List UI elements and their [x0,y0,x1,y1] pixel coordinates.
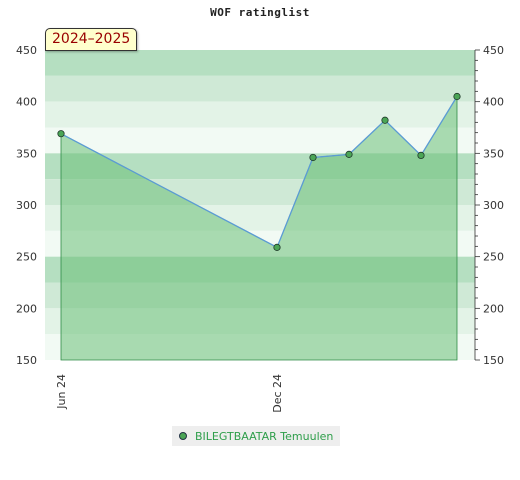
y-tick-label-right: 400 [483,96,504,109]
y-tick-label-right: 350 [483,147,504,160]
grid-band [45,50,475,76]
y-tick-label-left: 350 [16,147,37,160]
y-tick-label-right: 250 [483,251,504,264]
data-point [453,92,461,101]
legend-marker-icon [179,432,187,440]
legend-label: BILEGTBAATAR Temuulen [195,429,334,443]
y-tick-label-left: 400 [16,96,37,109]
data-point [57,130,65,138]
data-point [381,116,389,124]
data-point [309,153,317,162]
season-badge: 2024–2025 [45,28,138,51]
grid-band [45,101,475,128]
y-tick-label-left: 200 [16,302,37,315]
data-point [345,150,353,158]
y-tick-label-left: 300 [16,199,37,212]
data-point [417,151,425,159]
y-tick-label-right: 450 [483,44,504,57]
y-tick-label-right: 300 [483,199,504,212]
chart-title: WOF ratinglist [210,6,310,19]
y-tick-label-left: 450 [16,44,37,57]
y-tick-label-left: 250 [16,251,37,264]
legend[interactable]: BILEGTBAATAR Temuulen [172,426,341,446]
x-tick-label: Dec 24 [271,374,284,413]
data-point [273,243,281,251]
y-tick-label-right: 150 [483,354,504,367]
y-tick-label-left: 150 [16,354,37,367]
x-tick-label: Jun 24 [55,374,68,410]
grid-band [45,75,475,102]
y-tick-label-right: 200 [483,302,504,315]
